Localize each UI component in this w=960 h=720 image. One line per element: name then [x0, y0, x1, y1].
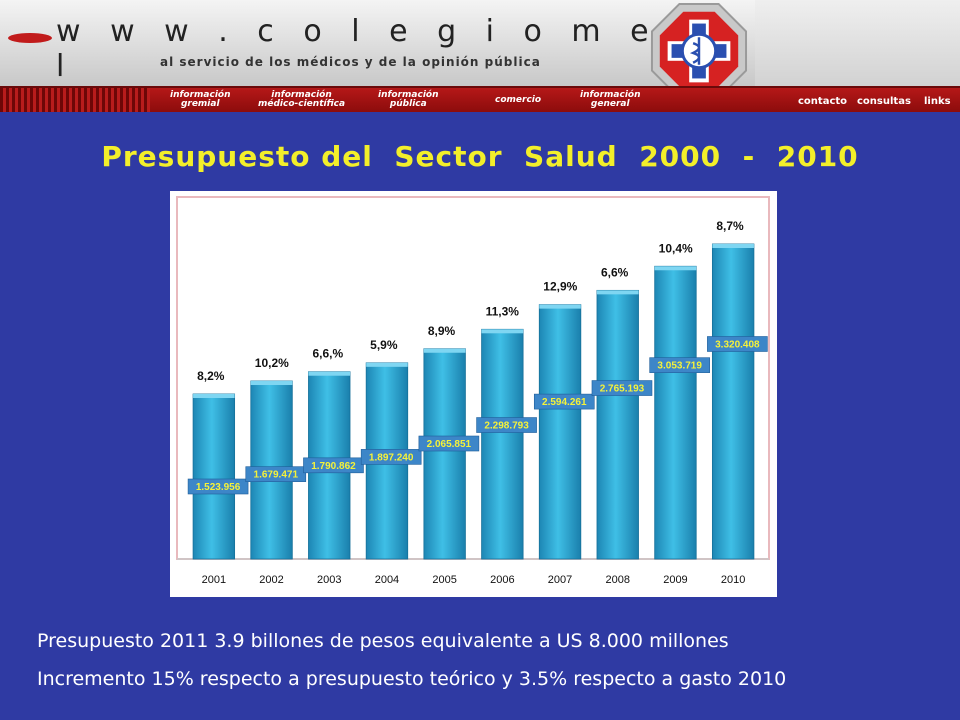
bar-top-highlight-2008	[596, 290, 639, 295]
bar-top-highlight-2010	[712, 244, 754, 248]
colegio-medico-emblem-icon[interactable]	[650, 2, 748, 100]
bar-2008	[596, 289, 639, 560]
bar-top-highlight-2007	[539, 304, 581, 309]
x-tick-label-2001: 2001	[202, 574, 226, 586]
x-tick-label-2008: 2008	[606, 574, 630, 586]
swoosh-logo-icon	[8, 33, 52, 43]
budget-chart: 8,2% 1.523.956 2001 10,2% 1.679.471 2002 6,6,%…	[170, 191, 777, 597]
value-label-2009: 3.053.719	[657, 361, 702, 372]
value-label-2008: 2.765.193	[600, 384, 645, 395]
value-label-box-2006	[476, 417, 537, 433]
bar-top-highlight-2009	[654, 266, 697, 271]
growth-label-2007: 12,9%	[543, 280, 577, 294]
nav-informacion-general[interactable]: información general	[580, 90, 641, 109]
value-label-2010: 3.320.408	[715, 340, 760, 351]
value-label-box-2001	[187, 478, 249, 495]
nav-link-contacto[interactable]: contacto	[798, 96, 848, 107]
value-label-2004: 1.897.240	[369, 452, 414, 463]
bar-top-highlight-2002	[250, 381, 293, 386]
growth-label-2004: 5,9%	[370, 338, 398, 352]
budget-2011-note: Presupuesto 2011 3.9 billones de pesos e…	[37, 630, 729, 652]
value-label-box-2003	[303, 457, 364, 474]
bar-top-highlight-2006	[481, 329, 524, 334]
bar-2005	[423, 348, 466, 560]
bar-chart-svg: 8,2% 1.523.956 2001 10,2% 1.679.471 2002 6,6,%…	[176, 196, 770, 586]
growth-label-2003: 6,6,%	[312, 347, 343, 361]
x-tick-label-2006: 2006	[490, 574, 514, 586]
value-label-box-2007	[533, 393, 595, 410]
nav-comercio[interactable]: comercio	[495, 95, 542, 105]
value-label-box-2010	[707, 336, 768, 352]
bar-top-highlight-2003	[308, 371, 351, 376]
growth-label-2006: 11,3%	[486, 304, 520, 318]
growth-label-2008: 6,6%	[601, 265, 629, 279]
value-label-box-2005	[418, 435, 480, 452]
value-label-2001: 1.523.956	[196, 482, 241, 493]
value-label-box-2004	[360, 449, 422, 465]
x-tick-label-2003: 2003	[317, 574, 341, 586]
value-label-2005: 2.065.851	[427, 439, 472, 450]
x-tick-label-2007: 2007	[548, 574, 572, 586]
header-banner: w w w . c o l e g i o m e d i c o . c l …	[0, 0, 960, 100]
value-label-2003: 1.790.862	[311, 461, 356, 472]
bar-2010	[711, 243, 755, 560]
growth-label-2009: 10,4%	[659, 241, 693, 255]
value-label-box-2002	[245, 466, 307, 482]
growth-label-2010: 8,7%	[716, 219, 744, 233]
bar-top-highlight-2001	[193, 394, 235, 398]
nav-informacion-publica[interactable]: información pública	[378, 90, 439, 109]
x-tick-label-2002: 2002	[259, 574, 283, 586]
x-tick-label-2009: 2009	[663, 574, 687, 586]
nav-link-consultas[interactable]: consultas	[857, 96, 911, 107]
bar-2007	[538, 304, 582, 560]
x-tick-label-2004: 2004	[375, 574, 399, 586]
x-tick-label-2005: 2005	[432, 574, 456, 586]
bar-2006	[481, 328, 524, 560]
value-label-2007: 2.594.261	[542, 397, 587, 408]
bar-2001	[192, 393, 236, 560]
page-title: Presupuesto del Sector Salud 2000 - 2010	[101, 140, 859, 173]
banner-right-panel	[755, 0, 960, 86]
nav-bar: información gremial información médico-c…	[0, 86, 960, 112]
bar-top-highlight-2004	[366, 362, 408, 367]
value-label-box-2009	[649, 357, 710, 373]
value-label-2006: 2.298.793	[484, 421, 529, 432]
bar-2009	[654, 265, 697, 560]
nav-link-links[interactable]: links	[924, 96, 951, 107]
bars-group: 8,2% 1.523.956 2001 10,2% 1.679.471 2002 6,6,%…	[187, 219, 768, 586]
value-label-2002: 1.679.471	[254, 470, 299, 481]
value-label-box-2008	[591, 380, 653, 396]
nav-decoration	[0, 88, 150, 112]
x-tick-label-2010: 2010	[721, 574, 745, 586]
increment-note: Incremento 15% respecto a presupuesto te…	[37, 668, 787, 690]
nav-informacion-gremial[interactable]: información gremial	[170, 90, 231, 109]
growth-label-2005: 8,9%	[428, 324, 456, 338]
growth-label-2001: 8,2%	[197, 369, 225, 383]
site-tagline: al servicio de los médicos y de la opini…	[160, 55, 541, 69]
growth-label-2002: 10,2%	[255, 356, 289, 370]
bar-top-highlight-2005	[423, 348, 466, 353]
nav-informacion-medico-cientifica[interactable]: información médico-científica	[258, 90, 346, 109]
